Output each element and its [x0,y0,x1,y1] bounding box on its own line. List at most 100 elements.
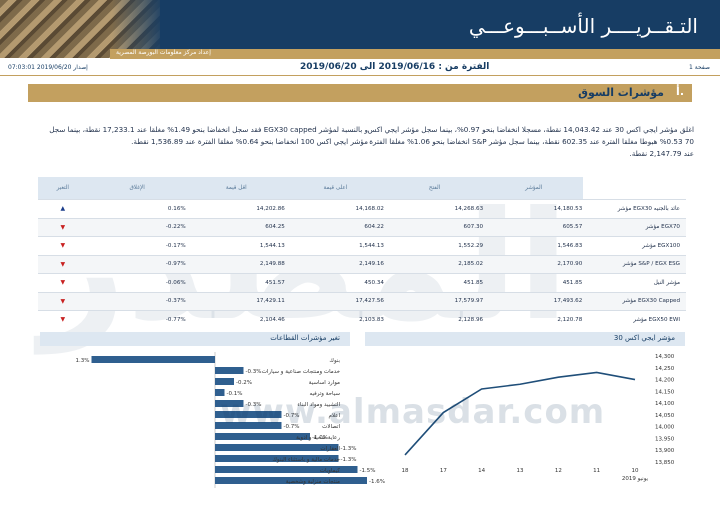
sector-value-label: -0.7% [284,424,300,430]
direction-cell: ▼ [38,236,88,255]
sector-value-label: -0.3% [246,369,262,375]
open-cell: 14,180.53 [484,199,584,218]
high-cell: 607.30 [384,217,485,237]
x-tick-label: 13 [517,468,524,474]
open-cell: 2,120.78 [484,310,584,329]
sector-bar [215,466,358,473]
low-cell: 14,168.02 [285,199,385,218]
sector-category-label: سياحة وترفيه [310,391,341,397]
y-tick-label: 13,850 [655,460,675,466]
arrow-down-icon: ▼ [60,223,66,231]
arrow-down-icon: ▼ [60,279,66,287]
y-tick-label: 13,900 [655,448,675,454]
sector-bar [215,477,367,484]
col-open: الفتح [384,177,485,200]
close-cell: 14,202.86 [186,199,286,218]
direction-cell: ▼ [38,310,88,329]
high-cell: 451.85 [384,273,485,292]
direction-cell: ▲ [38,199,88,218]
egx30-series-line [404,371,636,456]
table-row: ▼ -0.97% 2,149.88 2,149.16 2,185.02 2,170.90 م… [38,254,686,274]
arrow-down-icon: ▼ [60,316,66,324]
open-cell: 1,546.83 [484,236,584,255]
sectors-panel-header: تغير مؤشرات القطاعات [40,332,350,346]
high-cell: 17,579.97 [384,291,485,311]
index-name-cell: مؤشر EGX100 [583,236,686,255]
change-cell: -0.37% [87,291,187,311]
open-cell: 2,170.90 [484,254,584,274]
sector-value-label: 1.3% [76,358,90,364]
sector-category-label: موارد اساسية [309,380,340,386]
table-row: ▼ -0.37% 17,429.11 17,427.56 17,579.97 17,493… [38,291,686,311]
col-change: التغير [38,177,88,200]
date-row: صفحة 1 الفترة من : 2019/06/16 الى 2019/0… [0,61,720,76]
summary-paragraph-1: اغلق مؤشر ايجي اكس 30 عند 14,043.42 نقطة… [367,125,694,158]
table-row: ▼ -0.17% 1,544.13 1,544.13 1,552.29 1,546.83 م… [38,236,686,255]
x-tick-label: 12 [555,468,562,474]
direction-cell: ▼ [38,273,88,292]
change-cell: -0.17% [87,236,187,255]
sectors-panel-title: تغير مؤشرات القطاعات [270,334,340,342]
open-cell: 605.57 [484,217,584,237]
y-tick-label: 14,250 [655,366,675,372]
col-index: المؤشر [484,177,584,200]
sector-bar [215,389,225,396]
section-title: مؤشرات السوق [578,86,664,99]
sector-value-label: -1.6% [369,479,385,485]
x-tick-label: 18 [402,468,409,474]
direction-cell: ▼ [38,217,88,237]
sector-category-label: خدمات ومنتجات صناعية و سيارات [262,369,340,375]
sector-bar [91,356,215,363]
sector-bar [215,367,244,374]
sector-category-label: العقارات [320,446,340,452]
x-tick-label: 17 [440,468,447,474]
table-row: ▲ 0.16% 14,202.86 14,168.02 14,268.63 14,180.… [38,199,686,218]
report-title: التـقــريــــر الأســبـــوعـــي [468,14,698,38]
low-cell: 17,427.56 [285,291,385,311]
sector-value-label: -0.7% [284,413,300,419]
sector-bar [215,422,282,429]
direction-cell: ▼ [38,291,88,311]
sector-bar [215,411,282,418]
sector-value-label: -1.3% [341,457,357,463]
col-high: اعلى قيمة [285,177,385,200]
index-name-cell: مؤشر EGX30 عائد بالجنيه [583,199,686,218]
y-tick-label: 14,150 [655,389,675,395]
sector-bar-chart: 1.3% بنوك-0.3% خدمات ومنتجات صناعية و سيار… [76,352,385,488]
arrow-down-icon: ▼ [60,260,66,268]
x-tick-label: 10 [632,468,639,474]
table-header-row: التغير الإغلاق اقل قيمة اعلى قيمة الفتح … [38,177,686,200]
report-period: الفترة من : 2019/06/16 الى 2019/06/20 [300,62,490,72]
x-tick-label: 11 [593,468,600,474]
close-cell: 17,429.11 [186,291,286,311]
index-name-cell: مؤشر النيل [583,273,686,292]
y-tick-label: 14,000 [655,425,675,431]
egx30-line-chart: 13,850 13,900 13,950 14,000 14,050 14,100 14,1… [402,354,675,482]
sector-value-label: -0.1% [227,391,243,397]
low-cell: 604.22 [285,217,385,237]
y-tick-label: 14,300 [655,354,675,360]
change-cell: -0.06% [87,273,187,292]
col-close: الإغلاق [87,177,187,200]
sector-bar [215,378,234,385]
sector-value-label: -1.3% [341,446,357,452]
egx30-panel-header: مؤشر ايجي اكس 30 [365,332,685,346]
sector-bar [215,400,244,407]
indices-table: التغير الإغلاق اقل قيمة اعلى قيمة الفتح … [38,177,686,329]
close-cell: 604.25 [186,217,286,237]
x-tick-label: 14 [478,468,485,474]
arrow-down-icon: ▼ [60,297,66,305]
sector-category-label: اتصالات [322,424,340,430]
sector-bar [215,433,310,440]
arrow-up-icon: ▲ [60,205,66,213]
y-tick-label: 14,200 [655,378,675,384]
index-name-cell: مؤشر EGX50 EWI [583,310,686,329]
y-tick-label: 14,100 [655,401,675,407]
sector-bar [215,444,339,451]
table-row: ▼ -0.06% 451.57 450.34 451.85 451.85 مؤشر الني… [38,273,686,292]
sector-category-label: منتجات منزلية وشخصية [286,479,340,485]
sector-value-label: -0.3% [246,402,262,408]
section-number: أ. [676,85,684,98]
low-cell: 2,103.83 [285,310,385,329]
index-name-cell: مؤشر EGX70 [583,217,686,237]
